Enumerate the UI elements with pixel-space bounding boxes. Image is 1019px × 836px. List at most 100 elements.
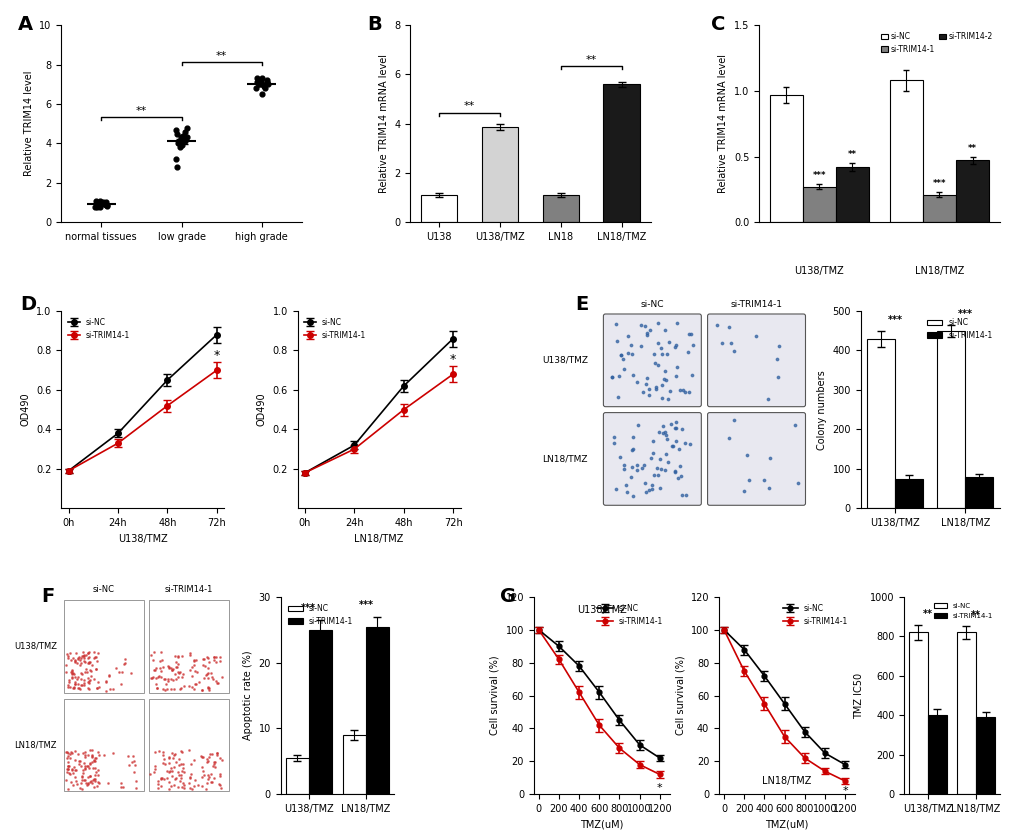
- Point: [168, 127, 184, 140]
- Point: [70, 677, 87, 691]
- Point: [76, 762, 93, 776]
- Point: [623, 347, 639, 360]
- Point: [78, 665, 95, 679]
- Legend: si-NC, si-TRIM14-1: si-NC, si-TRIM14-1: [930, 600, 996, 621]
- Point: [608, 334, 625, 348]
- Point: [87, 768, 103, 782]
- Point: [182, 757, 199, 771]
- Point: [73, 678, 90, 691]
- Point: [74, 773, 91, 787]
- Bar: [889, 80, 922, 222]
- Point: [661, 417, 678, 431]
- Point: [154, 653, 170, 666]
- Point: [624, 431, 640, 444]
- Point: [666, 465, 683, 478]
- Point: [204, 670, 220, 684]
- Point: [77, 655, 94, 669]
- Point: [76, 748, 93, 762]
- Point: [183, 681, 200, 694]
- Point: [176, 765, 193, 778]
- Point: [82, 655, 98, 669]
- Text: **: **: [922, 609, 932, 619]
- Point: [143, 671, 159, 685]
- Point: [155, 749, 171, 762]
- Point: [610, 370, 627, 383]
- Point: [625, 442, 641, 456]
- Point: [69, 747, 86, 761]
- Point: [653, 379, 669, 392]
- Point: [83, 670, 99, 683]
- Point: [159, 772, 175, 785]
- Point: [163, 764, 179, 777]
- Point: [87, 754, 103, 767]
- Point: [170, 135, 186, 148]
- Point: [205, 672, 221, 686]
- Point: [251, 78, 267, 91]
- FancyBboxPatch shape: [603, 413, 701, 505]
- Bar: [802, 186, 835, 222]
- Point: [182, 767, 199, 781]
- Point: [70, 755, 87, 768]
- Point: [114, 665, 130, 679]
- Point: [191, 675, 207, 689]
- Point: [161, 752, 177, 765]
- Point: [165, 760, 181, 773]
- Point: [194, 751, 210, 764]
- Point: [254, 88, 270, 101]
- Point: [212, 782, 228, 795]
- Point: [212, 655, 228, 668]
- Point: [615, 462, 632, 476]
- Text: **: **: [216, 50, 227, 60]
- Point: [174, 761, 191, 774]
- Point: [254, 72, 270, 85]
- Point: [82, 756, 98, 769]
- Point: [76, 649, 93, 662]
- Point: [200, 681, 216, 694]
- Bar: [955, 161, 988, 222]
- Point: [64, 762, 81, 776]
- Point: [86, 754, 102, 767]
- Point: [62, 775, 78, 788]
- Point: [167, 152, 183, 166]
- Point: [72, 666, 89, 680]
- Text: si-NC: si-NC: [640, 300, 663, 309]
- Point: [60, 651, 76, 665]
- Point: [163, 682, 179, 696]
- Point: [126, 754, 143, 767]
- Point: [82, 673, 98, 686]
- Point: [72, 658, 89, 671]
- Point: [195, 764, 211, 777]
- Text: ***: ***: [811, 171, 825, 181]
- Text: **: **: [967, 144, 976, 153]
- Point: [161, 776, 177, 789]
- Point: [620, 329, 636, 342]
- Point: [645, 348, 661, 361]
- Point: [83, 744, 99, 757]
- Text: **: **: [970, 609, 980, 619]
- Point: [720, 321, 737, 334]
- Point: [146, 765, 162, 778]
- Point: [88, 194, 104, 207]
- Point: [158, 677, 174, 691]
- Point: [667, 415, 684, 429]
- Point: [70, 681, 87, 695]
- Point: [657, 374, 674, 387]
- Point: [634, 385, 650, 399]
- Point: [59, 749, 75, 762]
- Point: [65, 681, 82, 695]
- Bar: [956, 633, 975, 794]
- Point: [153, 772, 169, 785]
- Point: [62, 767, 78, 781]
- Point: [172, 768, 189, 782]
- Point: [71, 650, 88, 663]
- Point: [91, 681, 107, 694]
- Point: [75, 673, 92, 686]
- Point: [171, 665, 187, 679]
- Point: [90, 646, 106, 660]
- Point: [68, 673, 85, 686]
- Point: [176, 778, 193, 792]
- Point: [629, 464, 645, 477]
- Point: [151, 670, 167, 683]
- Point: [214, 754, 230, 767]
- Point: [143, 649, 159, 662]
